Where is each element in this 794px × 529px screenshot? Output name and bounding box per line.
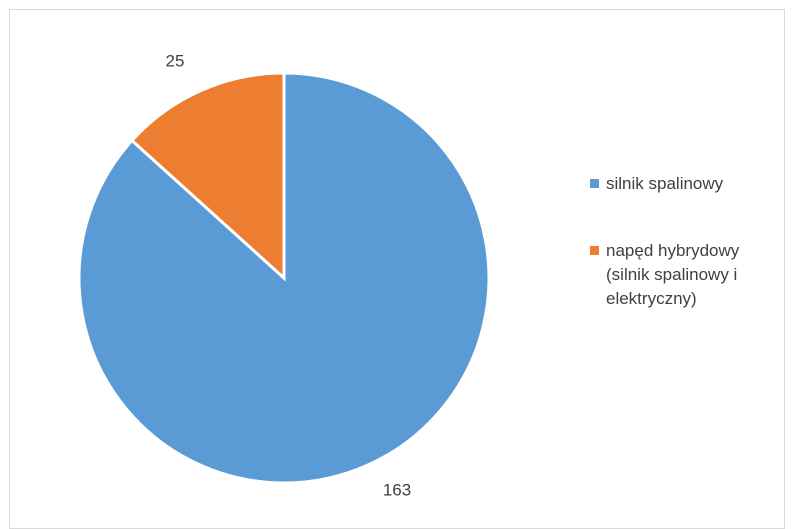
pie-slice-1 [129, 71, 286, 282]
legend-swatch-blue [590, 179, 599, 188]
legend-swatch-orange [590, 246, 599, 255]
data-label-naped-hybrydowy: 25 [166, 51, 185, 70]
legend: silnik spalinowy napęd hybrydowy (silnik… [590, 172, 790, 354]
legend-item-silnik-spalinowy: silnik spalinowy [590, 172, 790, 196]
legend-label: silnik spalinowy [606, 174, 724, 193]
pie-chart: 163 25 [77, 51, 491, 499]
legend-item-naped-hybrydowy: napęd hybrydowy (silnik spalinowy i elek… [590, 239, 790, 311]
data-label-silnik-spalinowy: 163 [383, 480, 411, 499]
legend-label: napęd hybrydowy (silnik spalinowy i elek… [606, 241, 740, 308]
